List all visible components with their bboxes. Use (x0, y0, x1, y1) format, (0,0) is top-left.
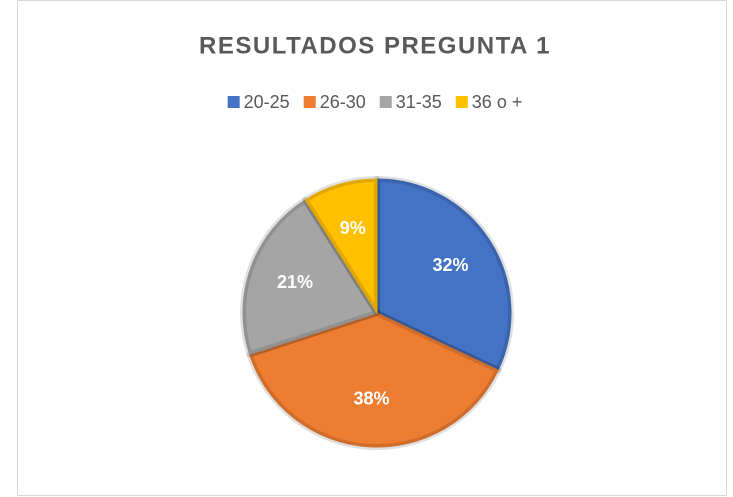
chart-title: RESULTADOS PREGUNTA 1 (199, 32, 551, 59)
data-label: 9% (340, 218, 366, 238)
data-label: 32% (433, 255, 469, 275)
data-label: 21% (277, 272, 313, 292)
legend-label: 26-30 (320, 92, 366, 112)
slice-edge (246, 310, 502, 450)
legend-swatch (455, 96, 468, 108)
pie-slice (248, 312, 499, 448)
slice-edge (240, 196, 380, 358)
slice-edge (302, 176, 380, 316)
data-label: 38% (354, 389, 390, 409)
legend-swatch (227, 96, 240, 108)
legend-label: 36 o + (472, 92, 523, 112)
legend-swatch (303, 96, 316, 108)
pie-slice (376, 178, 512, 371)
slice-edge (374, 176, 514, 374)
legend-label: 31-35 (396, 92, 442, 112)
legend-swatch (379, 96, 392, 108)
legend-label: 20-25 (244, 92, 290, 112)
pie-slice (242, 199, 378, 356)
pie-slice (304, 178, 378, 315)
